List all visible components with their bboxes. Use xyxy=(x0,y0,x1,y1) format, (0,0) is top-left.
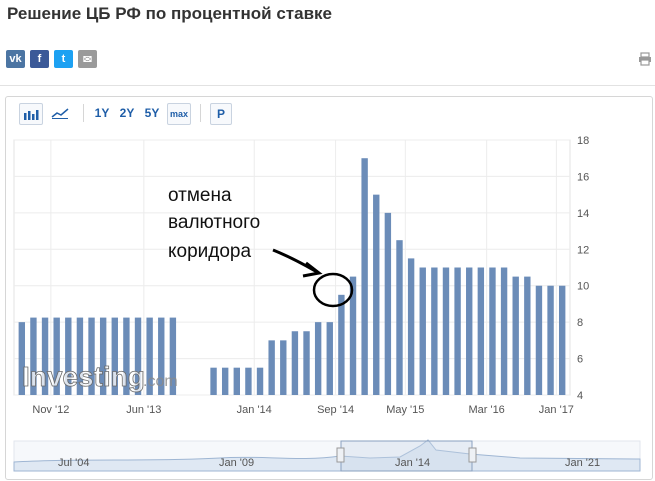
rate-bar xyxy=(291,331,299,395)
bar-chart-button[interactable] xyxy=(19,103,43,125)
toolbar-divider xyxy=(83,104,84,122)
y-tick-label: 16 xyxy=(577,171,589,183)
rate-bar xyxy=(280,340,287,395)
rate-bar xyxy=(431,267,438,395)
rate-bar xyxy=(454,267,461,395)
rate-bar xyxy=(134,317,142,395)
rate-bar xyxy=(396,240,403,395)
rate-bar xyxy=(18,322,26,395)
range-max-button[interactable]: max xyxy=(167,103,191,125)
x-tick-label: May '15 xyxy=(386,404,424,416)
rate-bar xyxy=(88,317,95,395)
x-tick-label: Jan '14 xyxy=(237,404,272,416)
range-5y-button[interactable]: 5Y xyxy=(144,106,160,120)
annotation: отмена валютного коридора xyxy=(168,185,354,308)
rate-bar xyxy=(477,267,485,395)
rate-bar xyxy=(99,317,107,395)
y-tick-label: 4 xyxy=(577,390,583,402)
annotation-line-1: отмена xyxy=(168,185,232,206)
email-share-button[interactable]: ✉ xyxy=(78,50,97,68)
investing-watermark: Investing .com xyxy=(22,361,178,393)
x-tick-label: Jan '17 xyxy=(539,404,574,416)
x-tick-label: Jun '13 xyxy=(126,404,161,416)
print-icon[interactable] xyxy=(638,52,652,71)
rate-bar xyxy=(500,267,508,395)
y-tick-label: 8 xyxy=(577,317,583,329)
rate-bar xyxy=(146,317,153,395)
toolbar-divider xyxy=(200,104,201,122)
range-1y-button[interactable]: 1Y xyxy=(94,106,110,120)
rate-bar xyxy=(314,322,322,395)
rate-bar xyxy=(210,367,217,395)
line-chart-button[interactable] xyxy=(48,103,72,123)
page-title: Решение ЦБ РФ по процентной ставке xyxy=(7,4,332,23)
y-tick-label: 6 xyxy=(577,354,583,366)
rate-bar xyxy=(512,276,519,395)
rate-bar xyxy=(489,267,496,395)
rate-bar xyxy=(466,267,473,395)
rate-bar xyxy=(123,317,130,395)
line-chart-icon xyxy=(51,108,69,119)
rate-bar xyxy=(65,317,72,395)
rate-bar xyxy=(30,317,37,395)
y-tick-label: 18 xyxy=(577,135,589,147)
rate-bar xyxy=(41,317,49,395)
rate-bar xyxy=(233,367,240,395)
x-tick-label: Nov '12 xyxy=(32,404,69,416)
rate-bar xyxy=(524,276,531,395)
watermark-suffix: .com xyxy=(143,373,178,390)
rate-bar xyxy=(442,267,450,395)
rate-bar xyxy=(268,340,275,395)
header-divider xyxy=(0,85,655,86)
rate-bar xyxy=(547,285,554,395)
rate-bar xyxy=(111,317,118,395)
rate-bar xyxy=(373,194,380,395)
rate-bar xyxy=(256,367,264,395)
rate-bar xyxy=(158,317,165,395)
y-tick-label: 12 xyxy=(577,244,589,256)
rate-bar xyxy=(245,367,252,395)
vk-share-button[interactable]: vk xyxy=(6,50,25,68)
annotation-line-2: валютного xyxy=(168,212,260,233)
watermark-brand: Investing xyxy=(22,361,145,392)
rate-bar xyxy=(76,317,84,395)
p-button[interactable]: P xyxy=(210,103,232,125)
rate-bar xyxy=(558,285,566,395)
rate-bar xyxy=(169,317,177,395)
rate-bar xyxy=(361,158,368,395)
bar-chart-icon xyxy=(24,110,39,120)
rate-bar xyxy=(407,258,415,395)
rate-bar xyxy=(221,367,229,395)
rate-bar xyxy=(53,317,60,395)
annotation-arrowhead xyxy=(302,261,323,278)
rate-bar xyxy=(419,267,426,395)
chart-frame xyxy=(5,96,653,480)
rate-bar xyxy=(338,294,345,395)
annotation-circle xyxy=(312,272,354,308)
rate-bar xyxy=(535,285,543,395)
rate-bar xyxy=(326,322,333,395)
x-tick-label: Mar '16 xyxy=(468,404,504,416)
rate-bar xyxy=(384,212,392,395)
x-tick-label: Sep '14 xyxy=(317,404,354,416)
facebook-share-button[interactable]: f xyxy=(30,50,49,68)
y-tick-label: 14 xyxy=(577,208,589,220)
y-tick-label: 10 xyxy=(577,281,589,293)
rate-bar xyxy=(303,331,310,395)
annotation-line-3: коридора xyxy=(168,241,251,262)
annotation-arrow xyxy=(272,248,318,274)
twitter-share-button[interactable]: t xyxy=(54,50,73,68)
range-2y-button[interactable]: 2Y xyxy=(119,106,135,120)
rate-bar xyxy=(349,276,357,395)
